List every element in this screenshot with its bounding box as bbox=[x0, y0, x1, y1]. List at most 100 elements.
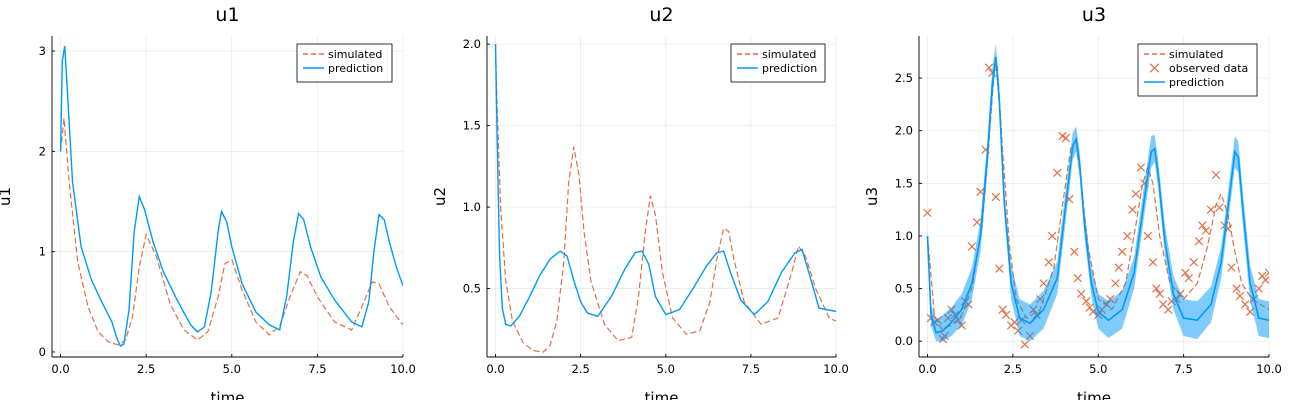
chart-2-legend-box bbox=[730, 43, 826, 83]
chart-2-ytick-label-0: 0.5 bbox=[463, 282, 481, 296]
chart-3-series-observed-data-point-51 bbox=[1117, 247, 1127, 256]
chart-3-series-observed-data-point-22 bbox=[1001, 310, 1011, 320]
chart-3-ylabel: u3 bbox=[863, 187, 881, 206]
chart-1-xlabel: time bbox=[211, 389, 245, 400]
chart-1-ytick-label-3: 3 bbox=[39, 44, 46, 58]
chart-3-series-prediction-band bbox=[927, 44, 1269, 342]
chart-3-xtick-label-0: 0.0 bbox=[918, 362, 936, 376]
chart-3-series-observed-data-point-57 bbox=[1143, 231, 1153, 241]
chart-3-series-observed-data-point-50 bbox=[1114, 263, 1123, 272]
chart-3-ytick-label-1: 0.5 bbox=[895, 282, 913, 296]
chart-3-series-observed-data-point-20 bbox=[995, 264, 1004, 273]
chart-3-series-observed-data-point-58 bbox=[1148, 258, 1158, 267]
chart-3-series-observed-data-point-33 bbox=[1044, 258, 1053, 267]
chart-2-legend-label-1: prediction bbox=[762, 62, 817, 75]
chart-3-series-observed-data-point-54 bbox=[1131, 189, 1141, 199]
chart-3-ytick-label-3: 1.5 bbox=[895, 176, 913, 190]
chart-2-ytick-label-2: 1.5 bbox=[463, 119, 481, 133]
chart-3-series-observed-data-point-55 bbox=[1136, 163, 1146, 172]
chart-3-series-observed-data-point-19 bbox=[991, 192, 1001, 202]
chart-3-series-observed-data-point-71 bbox=[1201, 226, 1211, 235]
chart-3-xtick-label-1: 2.5 bbox=[1004, 362, 1022, 376]
chart-1-plot-area bbox=[59, 45, 403, 347]
chart-3-series-observed-data-point-86 bbox=[1264, 268, 1269, 278]
chart-1-xtick-label-1: 2.5 bbox=[137, 362, 155, 376]
chart-3-series-observed-data-point-85 bbox=[1261, 275, 1269, 285]
chart-3-ytick-label-0: 0.0 bbox=[895, 334, 913, 348]
chart-3-ytick-label-5: 2.5 bbox=[895, 71, 913, 85]
chart-3-legend-marker-1 bbox=[1149, 63, 1160, 73]
chart-1-xtick-label-3: 7.5 bbox=[308, 362, 326, 376]
chart-3-series-observed-data-point-52 bbox=[1123, 231, 1132, 241]
chart-3-series-observed-data-point-60 bbox=[1155, 289, 1164, 299]
chart-3-series-observed-data-point-59 bbox=[1152, 284, 1161, 293]
chart-3-series-observed-data-point-78 bbox=[1232, 284, 1241, 293]
chart-3-series-observed-data-point-74 bbox=[1215, 203, 1224, 212]
chart-2-xtick-label-4: 10.0 bbox=[823, 362, 849, 376]
chart-2-xtick-label-1: 2.5 bbox=[571, 362, 589, 376]
chart-3-ytick-label-2: 1.0 bbox=[895, 229, 913, 243]
chart-3-series-observed-data-point-17 bbox=[984, 63, 994, 72]
chart-1-series-simulated bbox=[60, 118, 403, 346]
chart-3-title: u3 bbox=[1082, 4, 1106, 26]
chart-3-xtick-label-4: 10.0 bbox=[1256, 362, 1282, 376]
chart-1: 0.0 2.5 5.0 7.5 10.0 0 1 2 3 u1 time u1 simulatedpre… bbox=[0, 4, 416, 400]
chart-2-series-simulated bbox=[494, 44, 836, 353]
chart-2: 0.0 2.5 5.0 7.5 10.0 0.5 1.0 1.5 2.0 u2 time u2 simu… bbox=[431, 4, 849, 400]
chart-3-series-observed-data-point-69 bbox=[1194, 237, 1204, 246]
chart-1-ytick-label-0: 0 bbox=[39, 345, 46, 359]
chart-3-series-observed-data-point-35 bbox=[1053, 168, 1062, 178]
chart-2-xtick-label-0: 0.0 bbox=[486, 362, 504, 376]
chart-3-series-observed-data-point-68 bbox=[1189, 258, 1199, 267]
chart-2-xtick-label-3: 7.5 bbox=[742, 362, 760, 376]
chart-1-ytick-label-2: 2 bbox=[39, 144, 46, 158]
chart-3-xlabel: time bbox=[1077, 389, 1111, 400]
chart-3-series-observed-data-point-49 bbox=[1111, 279, 1120, 288]
chart-3-series-observed-data-point-72 bbox=[1206, 205, 1216, 214]
chart-1-ytick-label-1: 1 bbox=[39, 245, 46, 259]
chart-2-ytick-label-3: 2.0 bbox=[463, 37, 481, 51]
chart-3-legend-label-1: observed data bbox=[1169, 62, 1248, 75]
chart-3-series-observed-data-point-39 bbox=[1070, 247, 1079, 256]
chart-2-ylabel: u2 bbox=[431, 187, 449, 206]
chart-3-xtick-label-3: 7.5 bbox=[1174, 362, 1192, 376]
chart-3-series-observed-data-point-0 bbox=[923, 208, 932, 218]
chart-2-xlabel: time bbox=[645, 389, 679, 400]
chart-1-xtick-label-4: 10.0 bbox=[390, 362, 416, 376]
chart-3-series-observed-data-point-40 bbox=[1073, 273, 1083, 283]
chart-1-legend-label-0: simulated bbox=[328, 48, 382, 61]
chart-1-xtick-label-0: 0.0 bbox=[51, 362, 69, 376]
chart-3-series-observed-data-point-62 bbox=[1164, 305, 1173, 314]
chart-2-legend-label-0: simulated bbox=[762, 48, 816, 61]
chart-3-ytick-label-4: 2.0 bbox=[895, 124, 913, 138]
chart-3-series-observed-data-point-80 bbox=[1240, 300, 1250, 309]
chart-1-legend-label-1: prediction bbox=[328, 62, 383, 75]
chart-1-legend-box bbox=[296, 43, 393, 83]
chart-3-xtick-label-2: 5.0 bbox=[1089, 362, 1107, 376]
chart-3-series-observed-data-point-53 bbox=[1128, 205, 1137, 214]
chart-3-series-observed-data-point-34 bbox=[1047, 231, 1057, 241]
chart-3-series-observed-data-point-77 bbox=[1227, 263, 1236, 272]
chart-3-series-observed-data-point-73 bbox=[1211, 170, 1221, 180]
chart-3-series-observed-data-point-37 bbox=[1061, 133, 1071, 143]
chart-3-plot-area bbox=[923, 44, 1269, 349]
chart-3-series-observed-data-point-14 bbox=[972, 218, 982, 227]
chart-3-legend-box bbox=[1137, 43, 1258, 97]
chart-3-legend-label-0: simulated bbox=[1169, 48, 1223, 61]
chart-3-series-observed-data-point-79 bbox=[1235, 291, 1245, 301]
chart-2-xtick-label-2: 5.0 bbox=[657, 362, 675, 376]
chart-2-title: u2 bbox=[649, 4, 673, 26]
chart-3-series-observed-data-point-42 bbox=[1082, 296, 1091, 306]
chart-2-plot-area bbox=[494, 44, 836, 353]
chart-1-xtick-label-2: 5.0 bbox=[223, 362, 241, 376]
chart-3-legend-label-2: prediction bbox=[1169, 76, 1224, 89]
chart-1-ylabel: u1 bbox=[0, 187, 14, 206]
chart-3-series-observed-data-point-13 bbox=[967, 242, 977, 251]
chart-3-series-observed-data-point-21 bbox=[998, 305, 1007, 314]
chart-3-series-observed-data-point-70 bbox=[1198, 221, 1207, 230]
chart-3-series-observed-data-point-27 bbox=[1020, 340, 1030, 349]
chart-2-series-prediction bbox=[494, 44, 836, 327]
